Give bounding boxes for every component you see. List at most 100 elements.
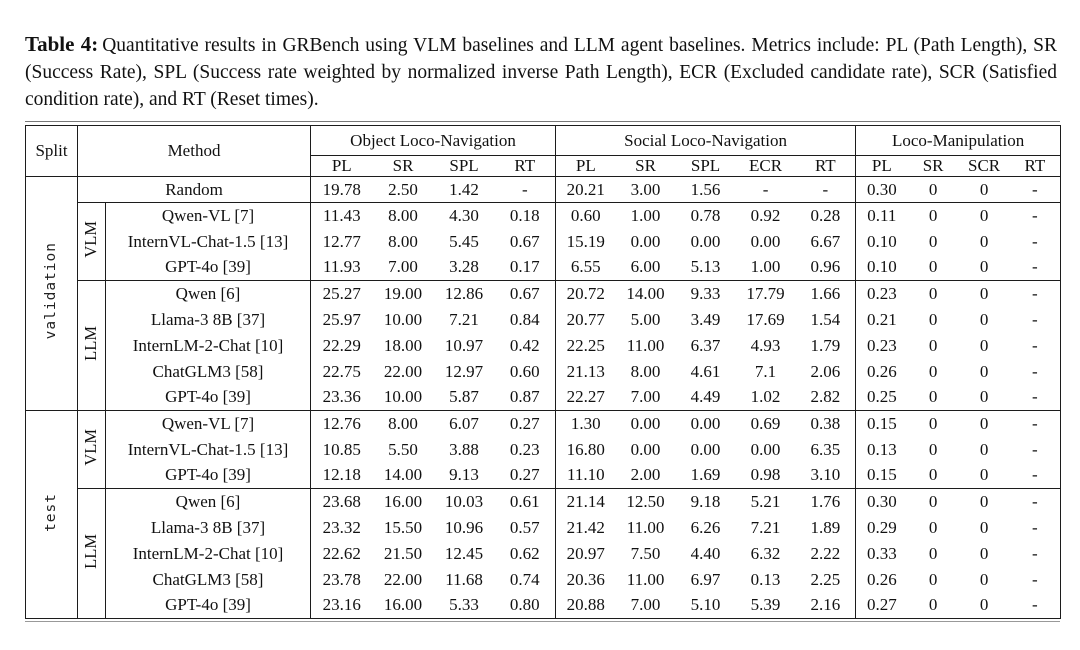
value-cell: 0 xyxy=(928,309,938,329)
value-cell: 6.32 xyxy=(750,543,781,563)
value-cell: 0.27 xyxy=(494,462,556,489)
value-cell: 0.96 xyxy=(795,254,856,281)
value-cell: 0 xyxy=(928,283,938,303)
value-cell: 7.1 xyxy=(754,361,777,381)
value-cell: 0.60 xyxy=(509,361,540,381)
value-cell: 2.50 xyxy=(372,176,434,203)
value-cell: 23.68 xyxy=(310,488,373,515)
value-cell: 23.32 xyxy=(310,514,373,541)
value-cell: 3.49 xyxy=(690,309,721,329)
value-cell: 0 xyxy=(928,569,938,589)
value-cell: 0.21 xyxy=(855,306,908,333)
value-cell: 6.35 xyxy=(810,439,841,459)
table-row: Llama-3 8B [37] 23.32 15.50 10.96 0.57 21.42 1… xyxy=(26,514,1061,541)
method-cell: GPT-4o [39] xyxy=(105,254,311,281)
value-cell: 0 xyxy=(979,491,989,511)
value-cell: 0 xyxy=(958,384,1010,411)
value-cell: - xyxy=(1032,517,1038,537)
header-col-social-rt: RT xyxy=(795,155,856,177)
value-cell: 0 xyxy=(928,517,938,537)
value-cell: 0.92 xyxy=(750,205,781,225)
value-cell: 1.89 xyxy=(810,517,841,537)
split-label-test: test xyxy=(25,410,78,619)
value-cell: 11.43 xyxy=(310,202,373,229)
value-cell: 0 xyxy=(928,335,938,355)
header-col-social-ecr: ECR xyxy=(735,155,796,177)
value-cell: 16.80 xyxy=(555,436,616,463)
value-cell: 0 xyxy=(979,543,989,563)
value-cell: 0.25 xyxy=(855,384,908,411)
method-cell: Random xyxy=(77,176,311,203)
value-cell: 18.00 xyxy=(383,335,423,355)
value-cell: - xyxy=(1032,361,1038,381)
value-cell: 20.21 xyxy=(555,176,616,203)
value-cell: 0.74 xyxy=(509,569,540,589)
method-cell: Qwen-VL [7] xyxy=(161,205,255,225)
category-label-llm: LLM xyxy=(77,488,106,619)
results-table-body: validation Random 19.78 2.50 1.42-20.21 3.00 1… xyxy=(25,176,1061,619)
value-cell: - xyxy=(1032,543,1038,563)
value-cell: 12.77 xyxy=(310,228,373,255)
method-cell: ChatGLM3 [58] xyxy=(152,569,264,589)
value-cell: - xyxy=(1032,231,1038,251)
value-cell: 0.15 xyxy=(855,410,908,437)
value-cell: 11.00 xyxy=(626,569,665,589)
value-cell: 1.42 xyxy=(433,176,495,203)
value-cell: - xyxy=(1032,413,1038,433)
value-cell: 0.38 xyxy=(810,413,841,433)
value-cell: 0.17 xyxy=(494,254,556,281)
value-cell: 4.40 xyxy=(690,543,721,563)
value-cell: 15.19 xyxy=(555,228,616,255)
value-cell: - xyxy=(1032,439,1038,459)
value-cell: - xyxy=(795,176,856,203)
table-row: Llama-3 8B [37] 25.97 10.00 7.21 0.84 20.77 5.… xyxy=(26,306,1061,333)
value-cell: 7.00 xyxy=(372,254,434,281)
category-label-vlm: VLM xyxy=(77,202,106,281)
value-cell: 10.97 xyxy=(444,335,484,355)
value-cell: 0.13 xyxy=(750,569,781,589)
value-cell: 5.00 xyxy=(630,309,661,329)
value-cell: 0.26 xyxy=(855,566,908,593)
value-cell: 0 xyxy=(958,462,1010,489)
value-cell: 2.22 xyxy=(810,543,841,563)
caption-label: Table 4: xyxy=(25,32,99,56)
header-split: Split xyxy=(25,125,78,177)
method-cell: InternVL-Chat-1.5 [13] xyxy=(127,439,289,459)
value-cell: - xyxy=(1009,592,1061,619)
value-cell: 0 xyxy=(928,361,938,381)
table-row: InternLM-2-Chat [10] 22.62 21.50 12.45 0.62 2… xyxy=(26,540,1061,567)
table-row: InternVL-Chat-1.5 [13] 12.77 8.00 5.45 0.67 1… xyxy=(26,228,1061,255)
value-cell: 5.10 xyxy=(675,592,736,619)
category-label-vlm: VLM xyxy=(77,410,106,489)
value-cell: - xyxy=(1032,205,1038,225)
value-cell: - xyxy=(494,176,556,203)
value-cell: 3.88 xyxy=(449,439,479,459)
value-cell: 0.23 xyxy=(509,439,540,459)
value-cell: 0.62 xyxy=(509,543,540,563)
value-cell: 0.00 xyxy=(690,413,721,433)
value-cell: 16.00 xyxy=(372,592,434,619)
value-cell: 0 xyxy=(928,439,938,459)
header-col-object-pl: PL xyxy=(310,155,373,177)
value-cell: 10.85 xyxy=(310,436,373,463)
value-cell: 3.28 xyxy=(433,254,495,281)
header-sub-row: PL SR SPL RT PL SR SPL ECR RT PL SR SCR … xyxy=(26,155,1061,177)
value-cell: 0 xyxy=(928,231,938,251)
value-cell: 9.18 xyxy=(690,491,721,511)
value-cell: 10.96 xyxy=(444,517,484,537)
value-cell: 17.79 xyxy=(746,283,785,303)
value-cell: 4.93 xyxy=(750,335,781,355)
value-cell: 1.02 xyxy=(735,384,796,411)
value-cell: 20.36 xyxy=(555,566,616,593)
value-cell: 0.18 xyxy=(509,205,540,225)
table-row: validation Random 19.78 2.50 1.42-20.21 3.00 1… xyxy=(25,176,1061,411)
header-group-object: Object Loco-Navigation xyxy=(310,125,556,156)
header-group-social: Social Loco-Navigation xyxy=(555,125,856,156)
value-cell: 6.37 xyxy=(690,335,721,355)
method-cell: GPT-4o [39] xyxy=(105,384,311,411)
header-col-social-spl: SPL xyxy=(675,155,736,177)
value-cell: 20.72 xyxy=(555,280,616,307)
value-cell: 20.77 xyxy=(555,306,616,333)
value-cell: 0 xyxy=(979,517,989,537)
value-cell: 0.33 xyxy=(855,540,908,567)
